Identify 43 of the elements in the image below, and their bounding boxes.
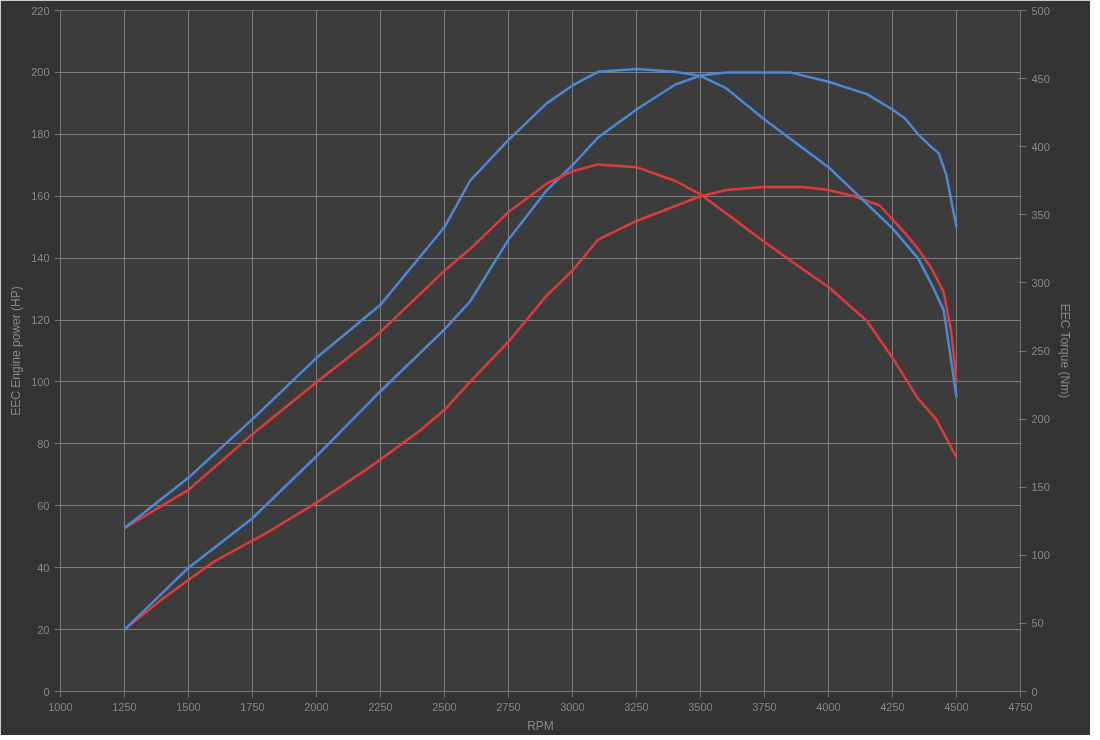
y2-tick-label: 250: [1031, 345, 1050, 357]
x-tick-label: 1000: [48, 700, 73, 713]
x-tick-label: 1250: [112, 700, 137, 713]
y-tick-label: 160: [31, 190, 50, 203]
y2-tick-label: 150: [1031, 481, 1050, 494]
x-tick-label: 4500: [944, 700, 969, 713]
x-tick-label: 2250: [368, 700, 393, 713]
x-tick-label: 3750: [752, 700, 777, 713]
y2-tick-label: 500: [1031, 4, 1050, 17]
y-tick-label: 0: [43, 685, 50, 698]
line-series: [123, 71, 958, 631]
x-tick-label: 3250: [624, 700, 649, 713]
x-tick-label: 3500: [688, 700, 713, 713]
x-tick-label: 4750: [1008, 700, 1033, 713]
x-axis-title: RPM: [527, 718, 554, 733]
y2-tick-label: 0: [1031, 685, 1038, 698]
y-tick-label: 20: [37, 623, 50, 636]
y2-tick-label: 350: [1031, 208, 1050, 221]
x-tick-label: 4250: [880, 700, 905, 713]
x-tick-label: 4000: [816, 700, 841, 713]
y-tick-label: 100: [31, 375, 50, 388]
y-tick-label: 60: [37, 499, 50, 512]
y2-tick-label: 300: [1031, 276, 1050, 289]
x-tick-label: 2000: [304, 700, 329, 713]
y-tick-label: 80: [37, 437, 50, 450]
y2-tick-label: 450: [1031, 72, 1050, 85]
y-tick-label: 180: [31, 128, 50, 141]
y-axis-title: EEC Engine power (HP): [9, 286, 24, 416]
x-tick-label: 2750: [496, 700, 521, 713]
x-tick-label: 3000: [560, 700, 585, 713]
y2-tick-label: 50: [1031, 617, 1044, 630]
y-tick-label: 200: [31, 66, 50, 79]
x-tick-label: 1750: [240, 700, 265, 713]
y-tick-label: 120: [31, 314, 50, 327]
y2-tick-label: 100: [1031, 549, 1050, 562]
y2-tick-label: 200: [1031, 413, 1050, 426]
x-tick-label: 1500: [176, 700, 201, 713]
y2-tick-label: 400: [1031, 140, 1050, 153]
y2-axis-title: EEC Torque (Nm): [1057, 303, 1072, 399]
y-tick-label: 220: [31, 4, 50, 17]
y-tick-label: 40: [37, 561, 50, 574]
x-tick-label: 2500: [432, 700, 457, 713]
y-tick-label: 140: [31, 252, 50, 265]
